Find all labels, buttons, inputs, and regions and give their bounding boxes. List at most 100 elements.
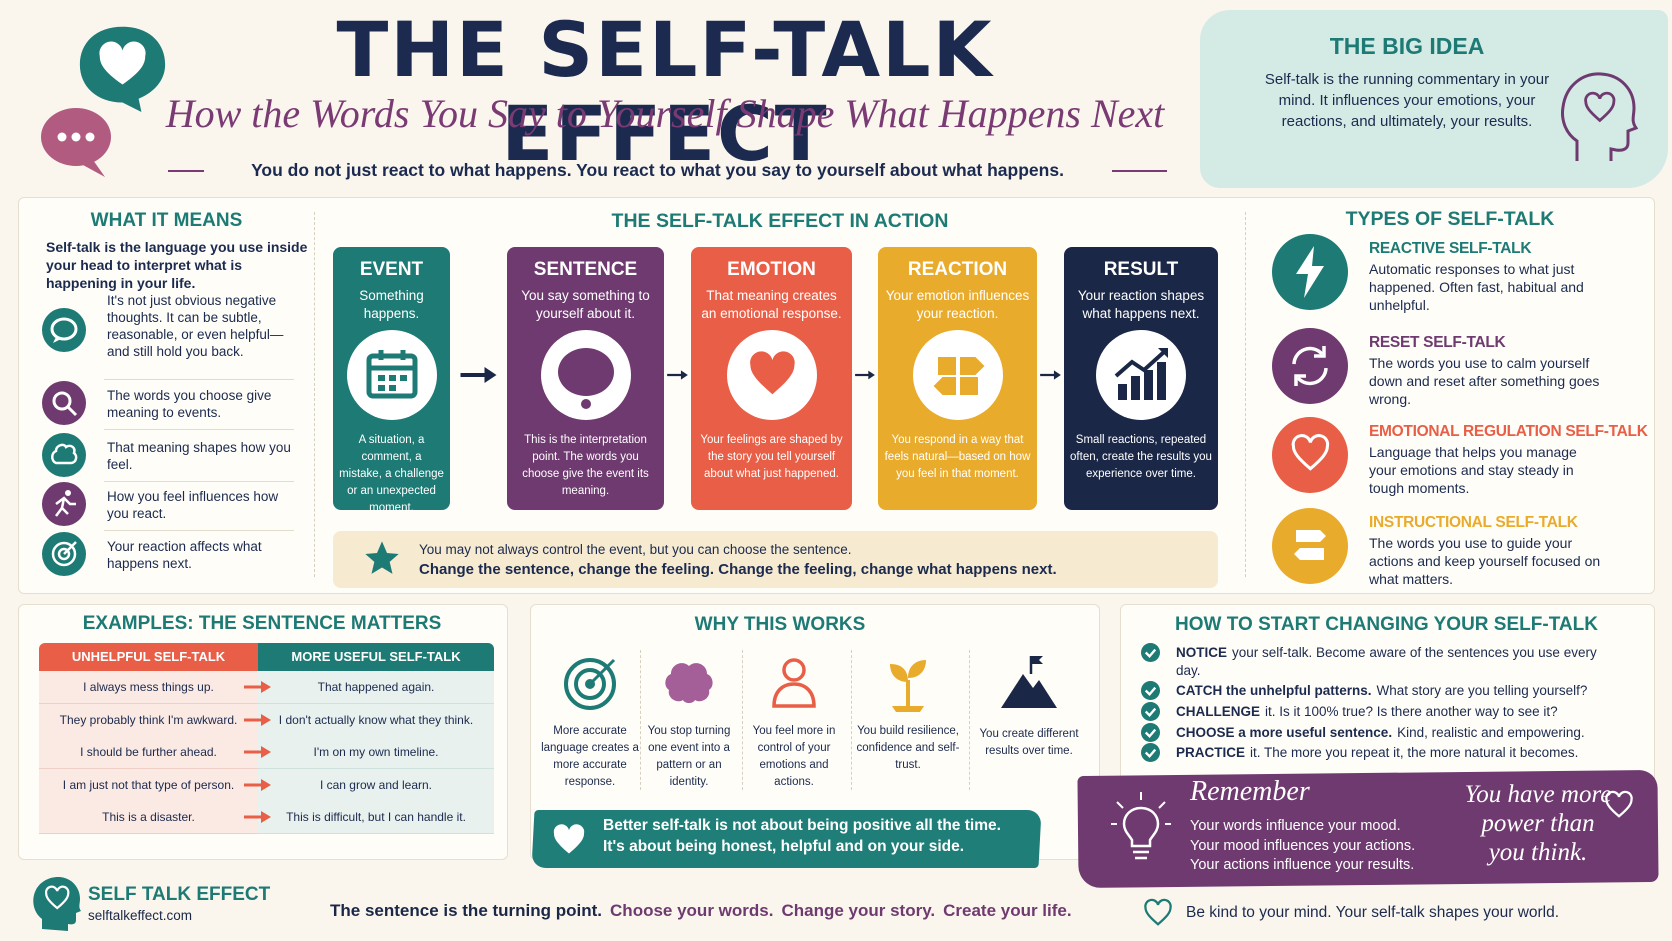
how-step-bold: NOTICE [1176,645,1228,660]
meaning-icon [42,433,86,477]
icon-shape [1141,743,1160,762]
type-title: REACTIVE SELF-TALK [1369,240,1532,257]
icon-shape [557,348,614,396]
icon-shape [553,824,585,854]
icon-shape [580,399,591,409]
banner-heart [551,822,587,858]
step-description: You respond in a way that feels natural—… [884,434,1031,480]
icon-shape [892,706,924,712]
note-box [333,531,1218,588]
icon-shape [1272,328,1348,404]
divider [968,650,970,790]
icon-shape [33,877,81,931]
type-text: Automatic responses to what just happene… [1369,261,1584,313]
icon-shape [261,746,271,758]
meaning-text: The words you choose give meaning to eve… [107,388,272,420]
step-description: Your feelings are shaped by the story yo… [700,434,843,480]
icon-shape [66,405,78,417]
icon-shape [399,375,407,381]
divider [851,650,852,790]
icon-shape [42,308,86,352]
icon-shape [1291,434,1330,471]
big-idea-text: Self-talk is the running commentary in y… [1264,71,1550,130]
icon-shape [1584,91,1616,123]
icon-shape [726,330,817,420]
cell: I should be further ahead. [39,736,258,769]
icon-shape [42,308,86,352]
why-icon [997,650,1061,714]
flow-arrow [854,366,876,384]
check-icon [1141,681,1160,700]
icon-shape [1141,702,1160,721]
icon-shape [1114,350,1166,378]
type-icon [1272,417,1348,493]
icon-shape [79,26,166,112]
icon-shape [1272,328,1348,404]
big-idea-panel [1200,10,1668,188]
how-step: NOTICE your self-talk. Become aware of th… [1176,644,1606,680]
icon-shape [261,681,271,693]
icon-shape [388,375,396,381]
icon-shape [1144,898,1172,926]
bulb-icon [1110,790,1172,866]
divider [639,650,641,790]
row-arrow [244,713,272,727]
why-icon [762,650,826,714]
icon-shape [57,132,67,142]
icon-shape [1141,681,1160,700]
icon-shape [53,337,61,343]
icon-shape [1272,234,1348,310]
meaning-text: Your reaction affects what happens next. [107,539,262,571]
icon-shape [1294,522,1326,572]
separator [104,379,294,380]
meaning-text: That meaning shapes how you feel. [107,440,291,472]
big-idea-title: THE BIG IDEA [1329,33,1485,59]
icon-shape [244,746,271,758]
icon-shape [41,108,111,177]
icon-shape [1144,898,1172,926]
icon-shape [1096,330,1186,420]
banner-line: It's about being honest, helpful and on … [603,838,965,855]
step-subtitle: You say something to yourself about it. [521,288,650,321]
step-title: EMOTION [727,259,816,280]
slogan-part: The sentence is the turning point. [330,901,603,920]
flow-arrow [666,366,689,384]
step-title: SENTENCE [533,259,638,280]
why-icon [657,650,721,714]
meaning-icon [42,381,86,425]
icon-shape [42,381,86,425]
cell: This is a disaster. [39,801,258,834]
icon-shape [564,658,616,710]
step-icon [912,330,1003,420]
icon-shape [665,663,713,703]
remember-line: Your actions influence your results. [1190,857,1415,873]
check-icon [1141,643,1160,662]
icon-shape [366,353,417,399]
icon-shape [368,350,415,371]
step-description: This is the interpretation point. The wo… [522,434,649,497]
type-text: The words you use to calm yourself down … [1369,355,1600,407]
icon-shape [890,660,926,712]
icon-shape [1272,417,1348,493]
slogan-part: Choose your words. [610,901,774,920]
step-subtitle: Your reaction shapes what happens next. [1077,288,1205,321]
icon-shape [346,330,437,420]
row-arrow [244,745,272,759]
how-step-text: it. Is it 100% true? Is there another wa… [1265,704,1558,719]
step-subtitle: Your emotion influences your reaction. [885,288,1030,321]
icon-shape [365,541,399,574]
why-text: You build resilience, confidence and sel… [856,725,960,771]
step-title: REACTION [907,259,1008,280]
icon-shape [1111,792,1171,860]
icon-shape [460,367,497,383]
icon-shape [42,381,86,425]
heart-bubble [75,22,170,112]
how-step-bold: CHOOSE a more useful sentence. [1176,725,1393,740]
icon-shape [912,330,1003,420]
rule [1112,170,1167,172]
why-text: You feel more in control of your emotion… [752,725,836,788]
closing: Be kind to your mind. Your self-talk sha… [1186,904,1560,921]
step-card: RESULT Your reaction shapes what happens … [1064,247,1218,510]
icon-shape [1141,743,1160,762]
